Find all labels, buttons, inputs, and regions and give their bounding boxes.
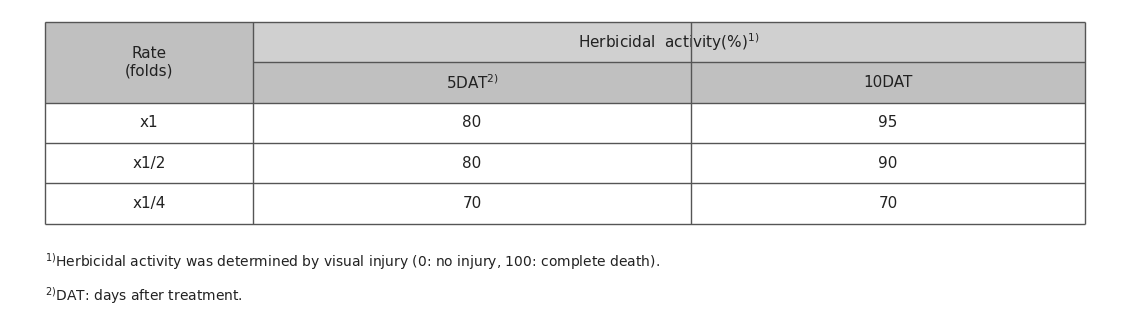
Text: 10DAT: 10DAT [863, 75, 913, 90]
Bar [253, 143, 691, 183]
Text: Rate
(folds): Rate (folds) [125, 46, 173, 78]
Bar [691, 183, 1085, 224]
Bar [253, 183, 691, 224]
Bar [253, 103, 691, 143]
Bar [691, 143, 1085, 183]
Bar [45, 183, 253, 224]
Text: 70: 70 [462, 196, 482, 211]
Text: Herbicidal  activity(%)$^{1)}$: Herbicidal activity(%)$^{1)}$ [578, 31, 760, 53]
Text: 80: 80 [462, 115, 482, 130]
Bar [45, 103, 253, 143]
Text: x1: x1 [139, 115, 158, 130]
Text: 5DAT$^{2)}$: 5DAT$^{2)}$ [445, 73, 499, 92]
Bar [45, 22, 253, 103]
Text: 95: 95 [878, 115, 898, 130]
Bar [691, 62, 1085, 103]
Text: 90: 90 [878, 156, 898, 171]
Bar [45, 143, 253, 183]
Text: 80: 80 [462, 156, 482, 171]
Bar [253, 62, 691, 103]
Text: x1/4: x1/4 [133, 196, 165, 211]
Text: $^{1)}$Herbicidal activity was determined by visual injury (0: no injury, 100: c: $^{1)}$Herbicidal activity was determine… [45, 251, 660, 272]
Text: $^{2)}$DAT: days after treatment.: $^{2)}$DAT: days after treatment. [45, 285, 243, 306]
Text: 70: 70 [878, 196, 898, 211]
Bar [691, 103, 1085, 143]
Text: x1/2: x1/2 [133, 156, 165, 171]
Bar [253, 22, 1085, 62]
